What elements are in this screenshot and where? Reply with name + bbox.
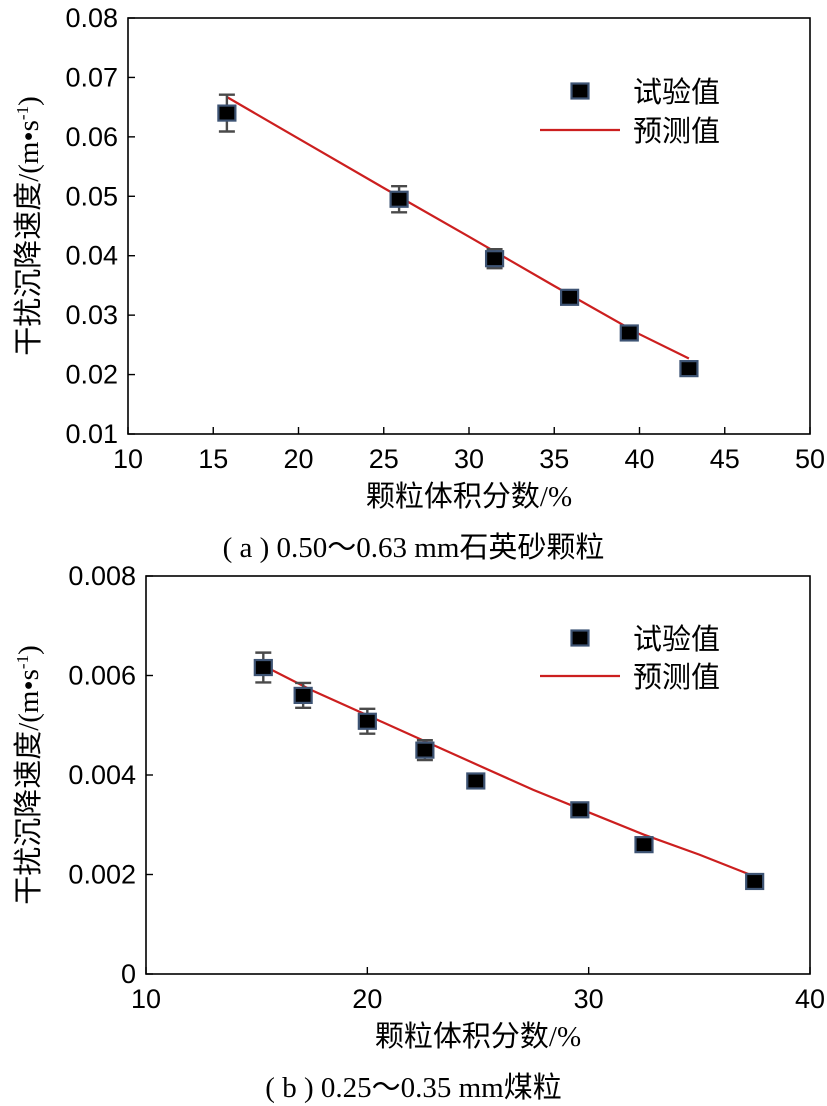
data-point-marker bbox=[357, 712, 377, 730]
chart-panel-b: 10 20 30 40 0 0.002 0.004 0.006 0.008 颗粒体积分数/% 干扰沉… bbox=[0, 560, 827, 1060]
chart-a: 10 15 20 25 30 35 40 45 50 0.01 0.02 0.03 0.04 0.05 0.… bbox=[12, 3, 825, 513]
x-tick-label: 40 bbox=[624, 444, 654, 474]
y-tick-label: 0.002 bbox=[68, 860, 136, 890]
data-point-marker bbox=[293, 686, 313, 705]
x-tick-label: 20 bbox=[352, 984, 382, 1014]
data-point-marker bbox=[253, 658, 273, 677]
y-tick-label: 0.06 bbox=[65, 122, 118, 152]
y-axis-label: 干扰沉降速度/(m•s-1) bbox=[12, 96, 45, 356]
x-tick-label: 20 bbox=[283, 444, 313, 474]
chart-caption-b: ( b ) 0.25～0.35 mm煤粒 bbox=[265, 1072, 562, 1104]
y-tick-label: 0.02 bbox=[65, 360, 118, 390]
data-point-marker bbox=[389, 190, 409, 208]
chart-caption-a: ( a ) 0.50～0.63 mm石英砂颗粒 bbox=[222, 532, 605, 564]
x-tick-label: 45 bbox=[710, 444, 740, 474]
y-axis-label: 干扰沉降速度/(m•s-1) bbox=[12, 645, 45, 905]
prediction-line bbox=[226, 96, 690, 360]
y-tick-label: 0.05 bbox=[65, 181, 118, 211]
data-point-marker bbox=[570, 801, 590, 819]
data-point-marker bbox=[415, 741, 435, 759]
chart-panel-a: 10 15 20 25 30 35 40 45 50 0.01 0.02 0.03 0.04 0.05 0.… bbox=[0, 0, 827, 520]
y-tick-label: 0.01 bbox=[65, 419, 118, 449]
x-axis-label: 颗粒体积分数/% bbox=[375, 1020, 581, 1053]
x-tick-label: 25 bbox=[369, 444, 399, 474]
data-point-marker bbox=[634, 836, 654, 854]
y-tick-label: 0 bbox=[121, 959, 136, 989]
x-axis-label: 颗粒体积分数/% bbox=[366, 480, 572, 513]
y-tick-label: 0.04 bbox=[65, 241, 118, 271]
x-tick-label: 30 bbox=[454, 444, 484, 474]
legend-label-measured: 试验值 bbox=[633, 623, 720, 656]
legend-marker-icon bbox=[570, 82, 590, 100]
data-point-marker bbox=[466, 772, 486, 790]
x-tick-label: 40 bbox=[795, 984, 825, 1014]
data-point-marker bbox=[484, 250, 505, 268]
data-point-marker bbox=[559, 288, 580, 306]
x-tick-label: 10 bbox=[113, 444, 143, 474]
x-tick-label: 35 bbox=[539, 444, 569, 474]
legend-marker-icon bbox=[570, 629, 590, 647]
x-tick-label: 10 bbox=[131, 984, 161, 1014]
x-tick-label: 30 bbox=[574, 984, 604, 1014]
y-tick-label: 0.03 bbox=[65, 300, 118, 330]
x-tick-label: 50 bbox=[795, 444, 825, 474]
data-point-marker bbox=[745, 872, 765, 891]
data-point-marker bbox=[217, 104, 237, 122]
legend-label-predicted: 预测值 bbox=[633, 115, 720, 148]
y-tick-label: 0.004 bbox=[68, 760, 136, 790]
data-point-marker bbox=[679, 360, 699, 378]
x-tick-label: 15 bbox=[198, 444, 228, 474]
legend-label-predicted: 预测值 bbox=[633, 661, 720, 694]
prediction-line bbox=[262, 664, 756, 878]
legend-label-measured: 试验值 bbox=[633, 76, 720, 109]
chart-b: 10 20 30 40 0 0.002 0.004 0.006 0.008 颗粒体积分数/% 干扰沉… bbox=[12, 561, 825, 1053]
y-tick-label: 0.006 bbox=[68, 661, 136, 691]
y-tick-label: 0.08 bbox=[65, 3, 118, 33]
y-tick-label: 0.008 bbox=[68, 561, 136, 591]
data-point-marker bbox=[619, 324, 639, 342]
y-tick-label: 0.07 bbox=[65, 62, 118, 92]
